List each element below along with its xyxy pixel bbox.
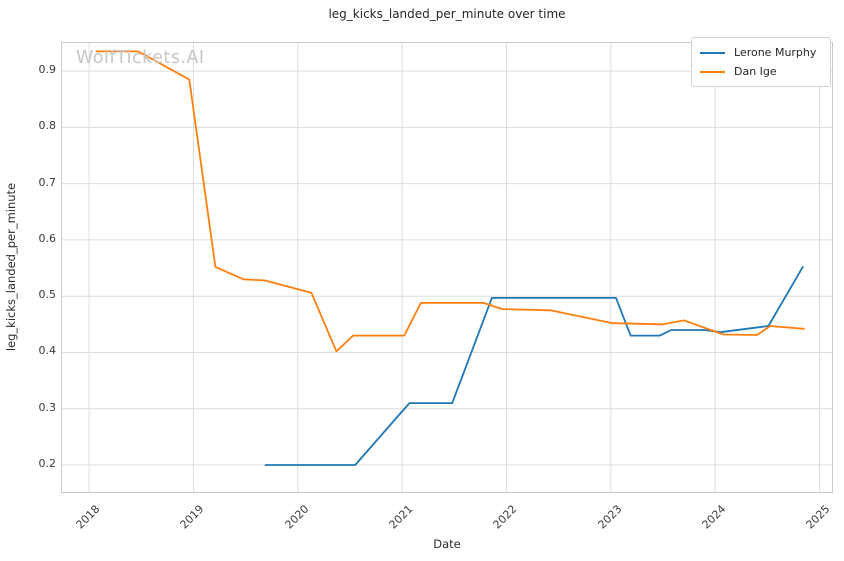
y-tick-label: 0.7	[38, 175, 57, 189]
y-tick-label: 0.6	[38, 231, 57, 245]
x-tick-label: 2018	[73, 502, 103, 532]
x-tick-label: 2024	[699, 502, 729, 532]
watermark: WolfTickets.AI	[76, 48, 205, 68]
legend-label: Dan Ige	[734, 65, 777, 78]
legend-entry: Dan Ige	[700, 62, 822, 81]
y-tick-label: 0.5	[38, 288, 57, 302]
series-line-dan-ige	[95, 50, 805, 353]
x-axis-label: Date	[433, 537, 461, 551]
chart-title: leg_kicks_landed_per_minute over time	[328, 7, 566, 21]
legend-label: Lerone Murphy	[734, 46, 817, 59]
y-tick-label: 0.2	[38, 456, 57, 470]
x-tick-label: 2021	[386, 502, 416, 532]
legend-line-swatch-orange	[700, 70, 725, 73]
x-tick-label: 2022	[490, 502, 520, 532]
x-tick-label: 2019	[177, 502, 207, 532]
y-tick-label: 0.3	[38, 400, 57, 414]
plot-area	[61, 42, 833, 493]
x-tick-label: 2020	[282, 502, 312, 532]
y-tick-label: 0.9	[38, 63, 57, 77]
y-tick-label: 0.8	[38, 119, 57, 133]
line-chart-canvas	[62, 43, 832, 492]
legend: Lerone Murphy Dan Ige	[691, 37, 831, 87]
y-tick-label: 0.4	[38, 344, 57, 358]
y-axis-label: leg_kicks_landed_per_minute	[4, 182, 18, 352]
legend-line-swatch-blue	[700, 51, 725, 54]
x-tick-label: 2023	[595, 502, 625, 532]
series-line-lerone-murphy	[264, 265, 804, 466]
legend-entry: Lerone Murphy	[700, 43, 822, 62]
x-tick-label: 2025	[803, 502, 833, 532]
